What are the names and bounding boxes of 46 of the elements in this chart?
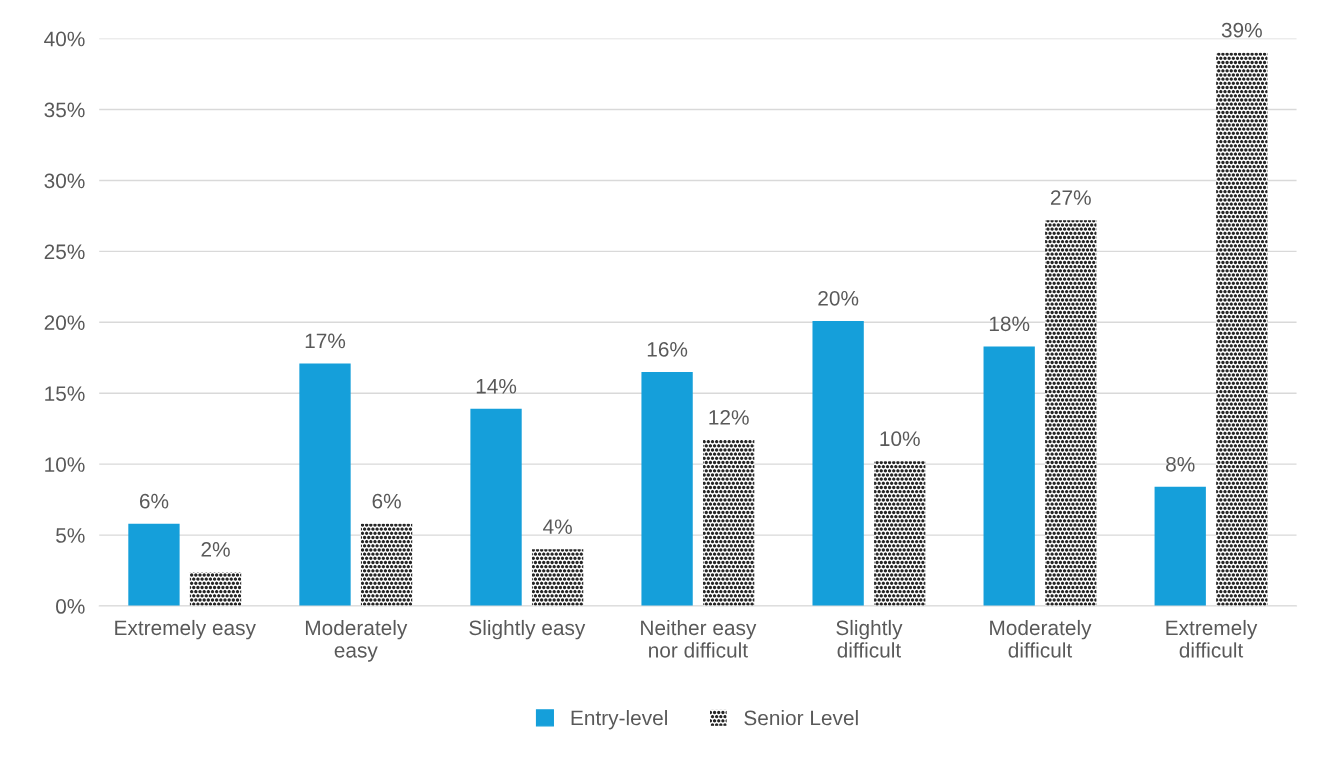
x-tick-label: Moderately difficult [990, 619, 1092, 658]
legend-label: Entry-level [571, 709, 667, 730]
bar [1154, 486, 1206, 607]
data-label: 17% [305, 333, 346, 349]
bar [360, 523, 413, 607]
bar [128, 523, 180, 607]
y-tick-label: 30% [44, 173, 85, 189]
data-label: 27% [1050, 190, 1091, 205]
bar [703, 440, 755, 607]
y-tick-label: 15% [45, 386, 85, 401]
data-label: 8% [1166, 456, 1195, 472]
bar [531, 549, 584, 607]
x-tick-label: Slightly easy [469, 619, 586, 640]
data-label: 14% [476, 378, 517, 394]
y-tick-label: 25% [44, 244, 85, 260]
y-tick-label: 20% [44, 315, 85, 331]
data-label: 2% [201, 541, 230, 557]
y-tick-label: 40% [44, 31, 85, 47]
data-label: 4% [543, 519, 572, 534]
data-label: 6% [139, 493, 169, 509]
legend-label: Senior Level [744, 709, 858, 726]
data-label: 16% [647, 341, 688, 357]
x-tick-label: Extremely difficult [1166, 619, 1258, 658]
data-label: 18% [989, 316, 1030, 332]
bar [470, 408, 522, 607]
data-label: 12% [709, 410, 749, 425]
data-label: 39% [1221, 22, 1262, 38]
x-tick-label: Slightly difficult [836, 619, 903, 658]
bar [1045, 220, 1097, 607]
data-label: 6% [372, 493, 401, 509]
bar [983, 346, 1035, 607]
x-tick-label: Neither easy nor difficult [641, 619, 757, 658]
data-label: 20% [818, 290, 859, 306]
y-tick-label: 0% [56, 599, 85, 614]
bar [812, 320, 864, 607]
y-tick-label: 35% [44, 102, 85, 118]
bar [874, 461, 926, 607]
bar [1216, 52, 1268, 607]
y-tick-label: 5% [56, 528, 85, 543]
bar [641, 371, 693, 607]
bar [189, 571, 242, 607]
data-label: 10% [880, 431, 920, 447]
x-tick-label: Moderately easy [305, 619, 408, 662]
x-tick-label: Extremely easy [115, 619, 256, 640]
bar [299, 363, 351, 607]
y-tick-label: 10% [45, 457, 85, 472]
